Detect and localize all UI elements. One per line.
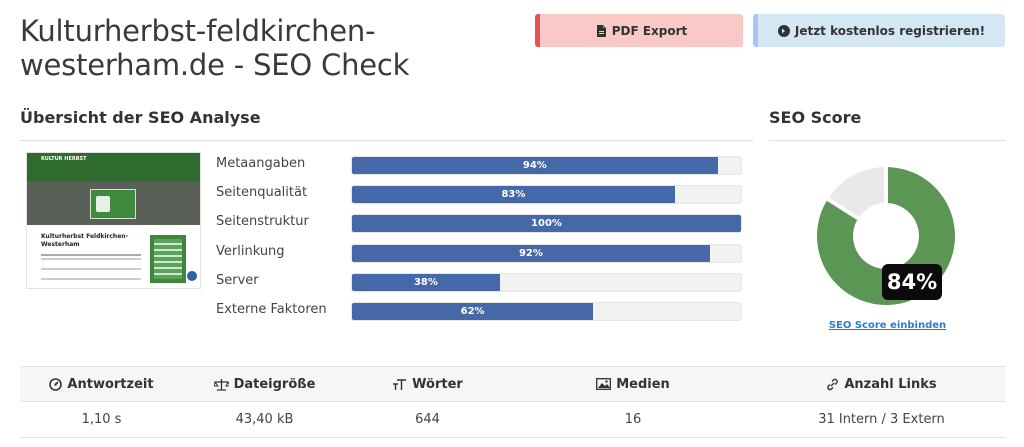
register-button[interactable]: Jetzt kostenlos registrieren!	[753, 14, 1005, 47]
metric-label: Seitenqualität	[216, 185, 308, 201]
thumbnail-logo: KULTUR HERBST	[41, 156, 87, 162]
gauge-icon	[49, 377, 63, 391]
text-size-icon	[392, 378, 407, 391]
thumbnail-page-title: Kulturherbst Feldkirchen-Westerham	[41, 233, 129, 248]
metric-label: Metaangaben	[216, 156, 306, 171]
metric-bar-fill: 94%	[352, 157, 718, 174]
register-label: Jetzt kostenlos registrieren!	[794, 23, 986, 38]
stats-values-row: 1,10 s 43,40 kB 644 16 31 Intern / 3 Ext…	[20, 402, 1006, 438]
page-title: Kulturherbst-feldkirchen-westerham.de - …	[20, 14, 410, 82]
metric-bar-fill: 92%	[352, 244, 710, 262]
link-icon	[826, 378, 839, 391]
embed-score-link[interactable]: SEO Score einbinden	[828, 320, 947, 331]
stats-value-links: 31 Intern / 3 Extern	[818, 412, 945, 427]
stats-header-anzahl-links: Anzahl Links	[757, 377, 1006, 392]
score-heading: SEO Score	[769, 108, 862, 127]
metric-bar-track: 100%	[351, 214, 742, 234]
metric-label: Externe Faktoren	[216, 302, 327, 317]
stats-header-label: Medien	[616, 376, 670, 392]
stats-value-woerter: 644	[415, 412, 440, 427]
divider	[769, 140, 1006, 141]
metric-label: Server	[216, 272, 259, 288]
stats-header-dateigroesse: Dateigröße	[183, 377, 346, 392]
metric-label: Verlinkung	[216, 243, 285, 259]
file-pdf-icon	[596, 24, 607, 37]
metric-label: Seitenstruktur	[216, 214, 309, 230]
thumbnail-navbar	[27, 153, 200, 181]
image-icon	[596, 378, 612, 390]
analysis-heading: Übersicht der SEO Analyse	[20, 108, 261, 127]
metric-bar-track: 62%	[351, 302, 742, 321]
stats-value-antwortzeit: 1,10 s	[81, 412, 122, 427]
pdf-export-button[interactable]: PDF Export	[535, 14, 743, 47]
metric-bar-fill: 38%	[352, 273, 500, 291]
metric-bar-fill: 83%	[352, 186, 675, 204]
metric-bar-track: 38%	[351, 272, 742, 292]
metric-bar-fill: 62%	[352, 303, 594, 320]
metric-bar-track: 94%	[351, 156, 742, 175]
thumbnail-badge	[187, 271, 197, 281]
pdf-export-label: PDF Export	[611, 23, 688, 38]
stats-value-medien: 16	[624, 412, 642, 427]
stats-header-label: Antwortzeit	[67, 376, 154, 392]
donut-gap	[826, 197, 860, 221]
stats-table: Antwortzeit Dateigröße Wörter Medien Anz…	[20, 366, 1006, 438]
divider	[20, 140, 753, 141]
stats-header-antwortzeit: Antwortzeit	[20, 377, 183, 392]
thumbnail-sidebar	[150, 235, 186, 283]
website-screenshot-thumbnail: KULTUR HERBST Kulturherbst Feldkirchen-W…	[26, 152, 201, 289]
thumbnail-hero-logo	[90, 189, 136, 219]
stats-header-woerter: Wörter	[346, 377, 509, 392]
stats-header-label: Wörter	[412, 376, 463, 392]
arrow-circle-icon	[777, 24, 790, 37]
stats-header-medien: Medien	[509, 377, 757, 392]
stats-header-row: Antwortzeit Dateigröße Wörter Medien Anz…	[20, 366, 1006, 402]
seo-score-value: 84%	[882, 264, 942, 300]
stats-value-dateigroesse: 43,40 kB	[235, 412, 294, 427]
metric-bar-track: 83%	[351, 185, 742, 205]
stats-header-label: Dateigröße	[233, 376, 316, 392]
metric-bar-fill: 100%	[352, 215, 741, 233]
metric-bar-track: 92%	[351, 243, 742, 263]
thumbnail-text-lines	[41, 254, 141, 256]
scale-icon	[213, 378, 229, 391]
stats-header-label: Anzahl Links	[844, 376, 937, 392]
